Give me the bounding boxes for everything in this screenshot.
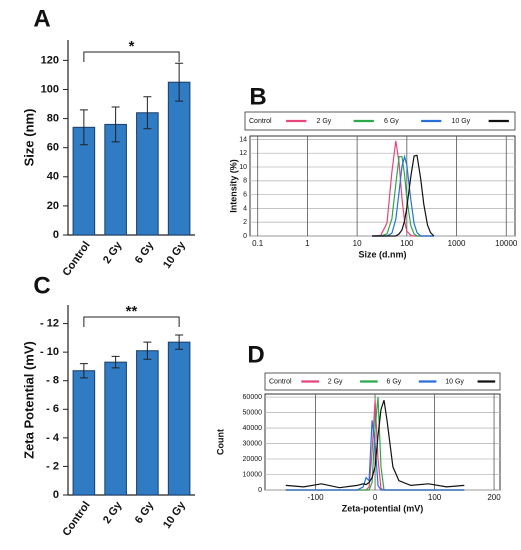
y-tick-label: - 6: [46, 403, 59, 415]
bar: [104, 361, 127, 496]
y-tick-label: 10: [239, 164, 247, 171]
bar: [72, 370, 96, 496]
legend-box: [264, 372, 501, 391]
series-line: [285, 420, 465, 491]
legend-label: 10 Gy: [452, 118, 471, 125]
y-tick-label: - 2: [46, 460, 59, 472]
y-tick-label: 10000: [243, 471, 263, 478]
x-tick-label: 1000: [448, 239, 466, 248]
bar: [136, 112, 159, 236]
legend-label: 2 Gy: [328, 378, 343, 385]
y-tick-label: 50000: [243, 409, 263, 416]
error-bar: [79, 363, 88, 379]
plot-frame: [249, 135, 516, 237]
x-tick-label: 2 Gy: [101, 499, 125, 526]
error-bar: [143, 341, 152, 360]
y-tick-label: 0: [243, 233, 247, 240]
y-tick-label: 120: [41, 54, 59, 66]
panel-label: B: [249, 83, 266, 110]
y-axis-label: Count: [215, 429, 225, 455]
x-tick-label: 1: [305, 239, 310, 248]
y-axis-label: Size (nm): [21, 109, 36, 167]
x-tick-label: 100: [428, 493, 442, 502]
x-tick-label: 2 Gy: [101, 239, 125, 266]
y-tick-label: 80: [47, 112, 59, 124]
y-tick-label: 14: [239, 136, 247, 143]
x-axis-label: Size (d.nm): [358, 249, 406, 259]
panel-label: C: [33, 272, 50, 299]
error-bar: [79, 109, 88, 146]
y-tick-label: - 8: [46, 375, 59, 387]
y-tick-label: 100: [41, 83, 59, 95]
y-tick-label: 0: [53, 489, 59, 501]
series-line: [372, 154, 434, 237]
series-line: [372, 154, 435, 237]
y-tick-label: 0: [53, 229, 59, 241]
error-bar: [175, 334, 184, 350]
legend-label: 2 Gy: [317, 118, 332, 125]
error-bar: [111, 106, 120, 143]
x-tick-label: Control: [60, 500, 92, 539]
y-tick-label: 20: [47, 200, 59, 212]
y-tick-label: 40000: [243, 425, 263, 432]
bar: [136, 350, 159, 496]
y-tick-label: 40: [47, 171, 59, 183]
y-axis-label: Zeta Potential (mV): [21, 341, 36, 459]
x-tick-label: 200: [487, 493, 501, 502]
x-tick-label: 6 Gy: [133, 499, 157, 526]
bar: [167, 341, 191, 496]
x-tick-label: 6 Gy: [133, 239, 157, 266]
y-tick-label: 2: [243, 219, 247, 226]
panel-label: D: [247, 341, 264, 368]
error-bar: [143, 96, 152, 130]
x-tick-label: 10 Gy: [161, 499, 189, 531]
legend-label: 6 Gy: [387, 378, 402, 385]
legend-box: [244, 111, 516, 131]
error-bar: [111, 355, 120, 369]
x-tick-label: 100: [400, 239, 414, 248]
significance-bracket: [83, 316, 180, 327]
x-tick-label: 10 Gy: [161, 239, 189, 271]
y-tick-label: 60000: [243, 394, 263, 401]
y-tick-label: 30000: [243, 440, 263, 447]
legend-label: Control: [269, 378, 292, 385]
x-tick-label: 10: [353, 239, 362, 248]
y-tick-label: - 10: [40, 346, 59, 358]
y-tick-label: 4: [243, 205, 247, 212]
legend-label: 10 Gy: [445, 378, 464, 385]
x-axis-label: Zeta-potential (mV): [342, 503, 424, 513]
x-tick-label: 0.1: [252, 239, 264, 248]
panel-label: A: [33, 5, 50, 32]
x-tick-label: -100: [308, 493, 325, 502]
significance-bracket: [83, 51, 180, 62]
bar: [167, 81, 191, 236]
y-tick-label: 8: [243, 178, 247, 185]
y-tick-label: 0: [258, 487, 262, 494]
y-tick-label: - 12: [40, 317, 59, 329]
y-tick-label: 20000: [243, 456, 263, 463]
x-tick-label: 10000: [495, 239, 518, 248]
error-bar: [175, 62, 184, 102]
y-tick-label: 12: [239, 150, 247, 157]
x-tick-label: 0: [373, 493, 378, 502]
y-tick-label: - 4: [46, 432, 60, 444]
series-line: [285, 400, 465, 489]
y-tick-label: 60: [47, 142, 59, 154]
x-tick-label: Control: [60, 240, 92, 279]
y-tick-label: 6: [243, 191, 247, 198]
significance-label: **: [126, 303, 138, 320]
legend-label: Control: [249, 118, 272, 125]
y-axis-label: Intensity (%): [228, 159, 238, 213]
significance-label: *: [129, 38, 135, 55]
legend-label: 6 Gy: [384, 118, 399, 125]
